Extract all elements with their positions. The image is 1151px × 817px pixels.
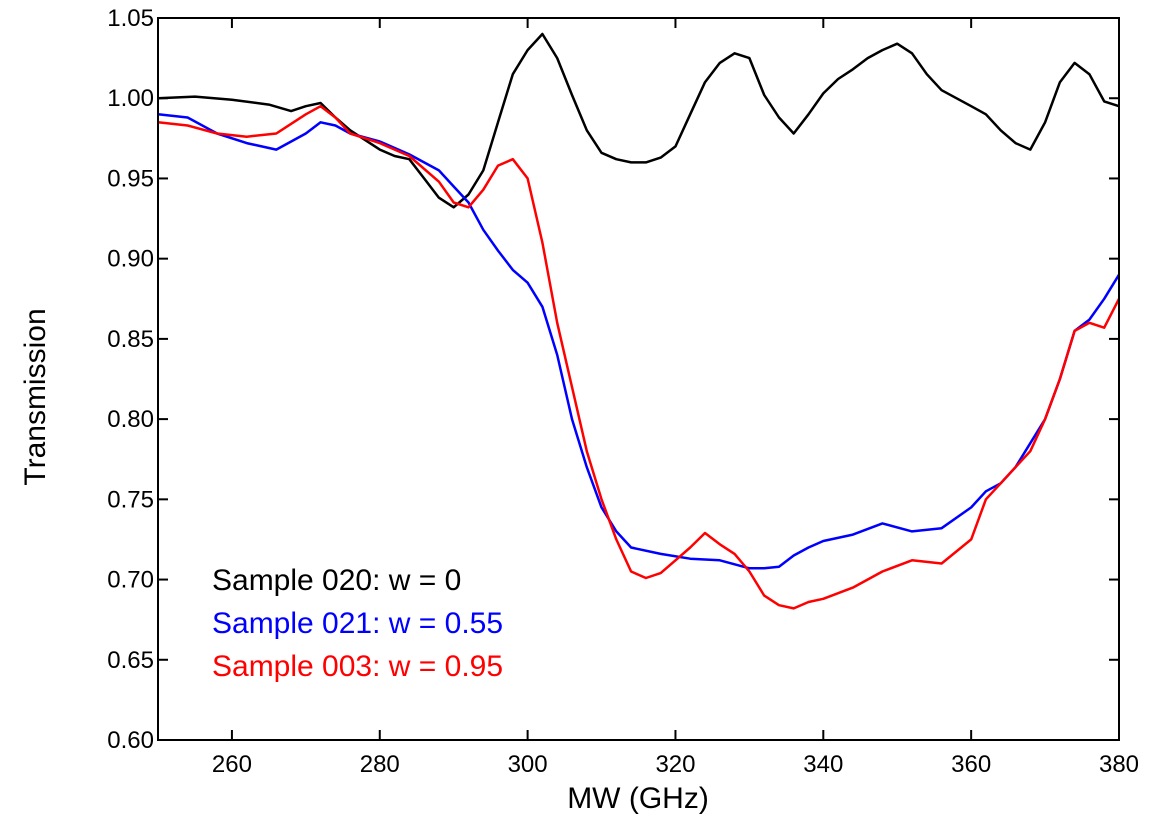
plot-frame xyxy=(157,17,1120,741)
x-tick-label-6: 380 xyxy=(1099,751,1139,778)
legend: Sample 020: w = 0 Sample 021: w = 0.55 S… xyxy=(212,564,503,683)
x-tick-label-0: 260 xyxy=(212,751,252,778)
legend-entry-series-2: Sample 003: w = 0.95 xyxy=(212,650,503,683)
y-tick-label-7: 0.95 xyxy=(107,165,154,192)
y-tick-label-6: 0.90 xyxy=(107,246,154,273)
legend-entry-series-0: Sample 020: w = 0 xyxy=(212,564,461,597)
series-line-2 xyxy=(157,104,1121,610)
x-tick-label-2: 300 xyxy=(508,751,548,778)
y-tick-label-8: 1.00 xyxy=(107,85,154,112)
x-axis-label: MW (GHz) xyxy=(567,782,709,815)
legend-entry-series-1: Sample 021: w = 0.55 xyxy=(212,607,503,640)
x-tick-label-5: 360 xyxy=(951,751,991,778)
x-tick-label-4: 340 xyxy=(803,751,843,778)
y-tick-label-2: 0.70 xyxy=(107,567,154,594)
y-tick-label-0: 0.60 xyxy=(107,727,154,754)
x-tick-label-1: 280 xyxy=(360,751,400,778)
y-tick-label-3: 0.75 xyxy=(107,486,154,513)
y-tick-label-4: 0.80 xyxy=(107,406,154,433)
series-line-1 xyxy=(157,113,1121,570)
ticks-layer: 260 280 300 320 340 360 380 0.60 0.65 0.70 0.75 0.8… xyxy=(107,5,1139,778)
y-tick-label-5: 0.85 xyxy=(107,326,154,353)
series-layer xyxy=(157,32,1121,610)
y-tick-label-1: 0.65 xyxy=(107,647,154,674)
series-line-0 xyxy=(157,32,1120,209)
y-tick-label-9: 1.05 xyxy=(107,5,154,32)
x-tick-label-3: 320 xyxy=(655,751,695,778)
y-axis-label: Transmission xyxy=(19,308,52,485)
